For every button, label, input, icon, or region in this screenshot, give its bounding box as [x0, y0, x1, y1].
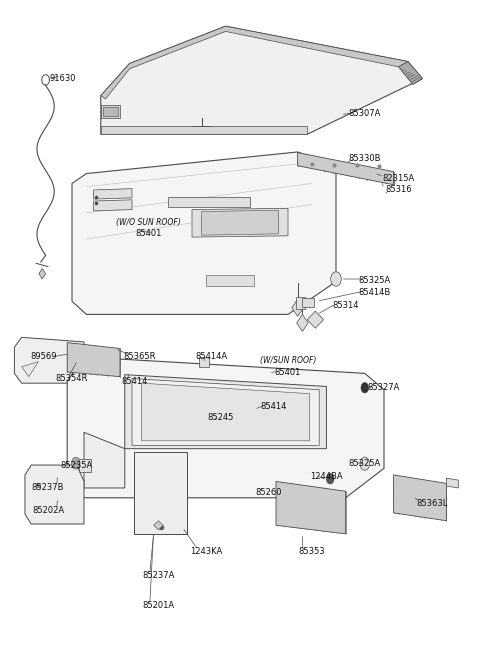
Circle shape: [360, 457, 370, 470]
Polygon shape: [72, 152, 336, 314]
Polygon shape: [67, 357, 384, 498]
Text: 85363L: 85363L: [416, 498, 448, 508]
Polygon shape: [132, 379, 319, 445]
Polygon shape: [168, 196, 250, 207]
Polygon shape: [94, 189, 132, 199]
Text: 85414B: 85414B: [358, 288, 391, 297]
Text: 82315A: 82315A: [382, 174, 415, 183]
Text: (W/O SUN ROOF): (W/O SUN ROOF): [117, 218, 181, 227]
Text: 85260: 85260: [255, 488, 282, 497]
Text: 85330B: 85330B: [348, 154, 381, 163]
Text: 85414: 85414: [261, 402, 287, 411]
Text: 89569: 89569: [30, 352, 57, 362]
Polygon shape: [394, 475, 446, 521]
Polygon shape: [154, 521, 163, 530]
Polygon shape: [94, 200, 132, 211]
Polygon shape: [101, 26, 422, 134]
Polygon shape: [298, 153, 394, 185]
Text: 85245: 85245: [208, 413, 234, 422]
Polygon shape: [446, 478, 458, 488]
Text: 85365R: 85365R: [123, 352, 156, 361]
Text: 85414A: 85414A: [195, 352, 227, 361]
Bar: [79, 458, 91, 472]
Text: 85327A: 85327A: [368, 383, 400, 392]
Circle shape: [72, 457, 80, 469]
Text: 85316: 85316: [385, 185, 412, 195]
Text: (W/SUN ROOF): (W/SUN ROOF): [260, 356, 316, 365]
Bar: [296, 297, 305, 309]
Polygon shape: [101, 105, 120, 118]
Text: 1244BA: 1244BA: [310, 472, 343, 481]
Text: 85325A: 85325A: [348, 459, 381, 468]
Polygon shape: [398, 62, 422, 84]
Polygon shape: [125, 375, 326, 449]
Polygon shape: [199, 357, 209, 367]
Text: 85202A: 85202A: [32, 506, 64, 515]
Text: 85237A: 85237A: [142, 571, 175, 580]
Polygon shape: [134, 452, 187, 534]
Circle shape: [331, 272, 341, 286]
Polygon shape: [292, 299, 303, 316]
Polygon shape: [25, 465, 84, 524]
Polygon shape: [39, 269, 46, 279]
Polygon shape: [297, 314, 308, 331]
Polygon shape: [67, 343, 120, 377]
Polygon shape: [14, 337, 84, 383]
Polygon shape: [84, 432, 125, 488]
Text: 85307A: 85307A: [348, 109, 381, 119]
Polygon shape: [103, 107, 118, 116]
Text: 91630: 91630: [49, 74, 76, 83]
Polygon shape: [307, 311, 324, 328]
Circle shape: [326, 474, 334, 484]
Text: 85201A: 85201A: [143, 601, 174, 610]
Polygon shape: [202, 210, 278, 235]
Text: 1243KA: 1243KA: [190, 547, 223, 556]
Polygon shape: [302, 298, 314, 307]
Text: 85314: 85314: [332, 301, 359, 310]
Polygon shape: [101, 26, 408, 99]
Polygon shape: [192, 208, 288, 237]
Polygon shape: [22, 362, 38, 377]
Text: 85401: 85401: [136, 229, 162, 238]
Text: 85235A: 85235A: [60, 460, 93, 470]
Polygon shape: [101, 126, 307, 134]
Text: 85325A: 85325A: [358, 276, 391, 285]
Text: 85237B: 85237B: [32, 483, 64, 492]
Text: 85353: 85353: [299, 547, 325, 556]
Text: 85354R: 85354R: [56, 374, 88, 383]
Circle shape: [361, 383, 369, 393]
Text: 85414: 85414: [121, 377, 147, 386]
Polygon shape: [276, 481, 346, 534]
Text: 85401: 85401: [275, 367, 301, 377]
Polygon shape: [206, 275, 254, 286]
Polygon shape: [142, 383, 310, 441]
